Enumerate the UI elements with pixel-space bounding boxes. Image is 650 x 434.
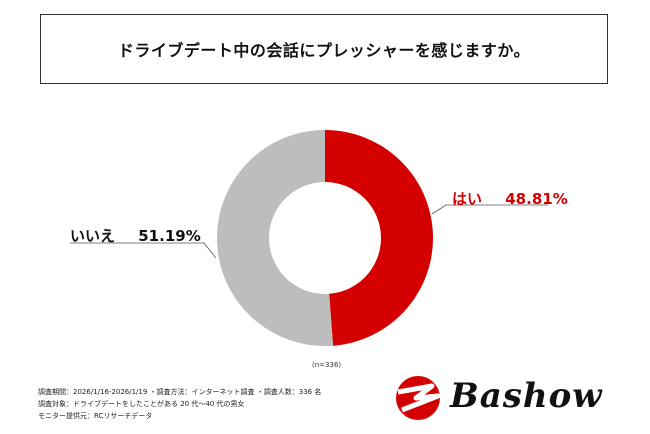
footer-line-target: 調査対象：ドライブデートをしたことがある 20 代～40 代の男女 [38, 400, 245, 408]
logo-emblem-icon [396, 376, 441, 420]
donut-hole [269, 182, 381, 294]
label-no: いいえ 51.19% [70, 225, 201, 246]
label-no-name: いいえ [70, 227, 116, 245]
footer-line-source: モニター提供元：RCリサーチデータ [38, 412, 153, 420]
bashow-logo: Bashow [392, 370, 622, 426]
sample-size-note: (n=336) [312, 361, 342, 369]
label-yes-value: 48.81% [505, 190, 568, 208]
label-yes-name: はい [452, 190, 483, 208]
leader-line-yes [431, 204, 548, 215]
label-no-value: 51.19% [138, 227, 201, 245]
chart-title: ドライブデート中の会話にプレッシャーを感じますか。 [117, 41, 531, 60]
logo-text: Bashow [450, 376, 603, 416]
label-yes: はい 48.81% [452, 188, 568, 209]
leader-line-no [70, 242, 217, 259]
survey-footer: 調査期間：2026/1/16-2026/1/19 ・調査方法：インターネット調査… [38, 386, 321, 422]
title-box: ドライブデート中の会話にプレッシャーを感じますか。 [40, 14, 608, 84]
footer-line-period: 調査期間：2026/1/16-2026/1/19 ・調査方法：インターネット調査… [38, 388, 322, 396]
